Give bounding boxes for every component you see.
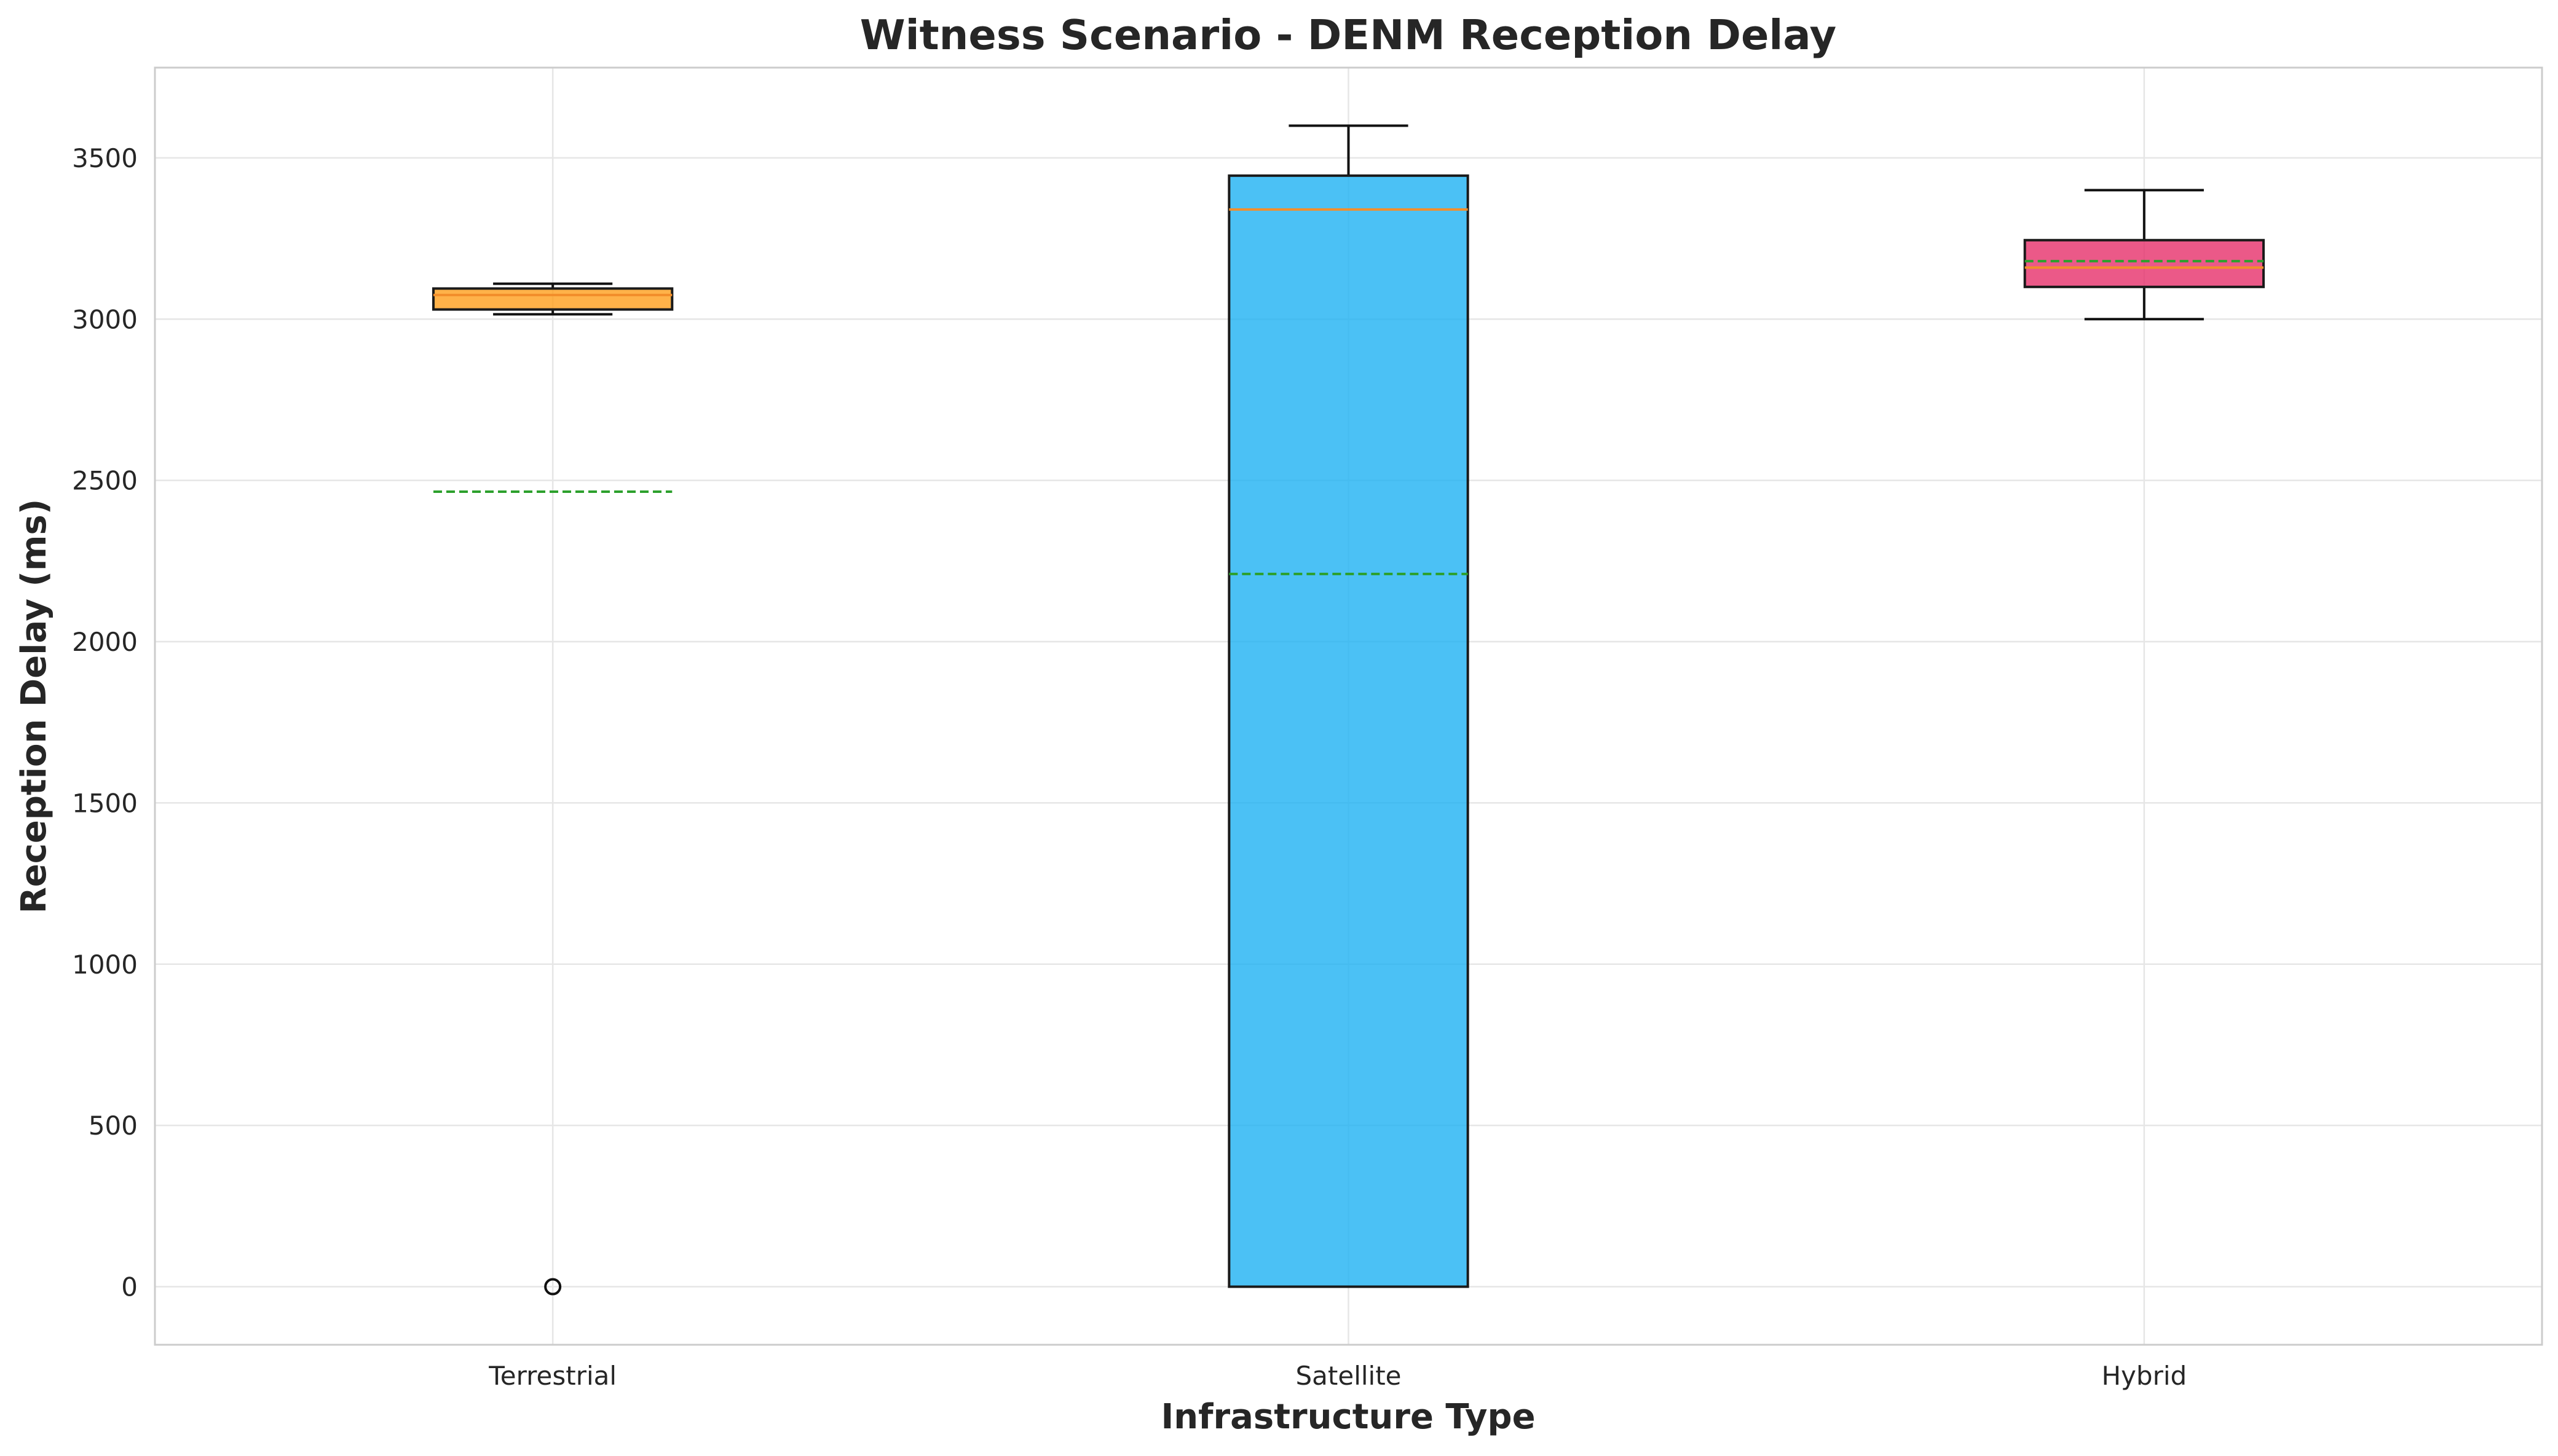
plot-frame <box>154 66 2543 1346</box>
box-body <box>2023 238 2265 288</box>
y-tick-label: 500 <box>89 1111 138 1141</box>
outlier-point <box>544 1278 562 1296</box>
y-tick-label: 2000 <box>72 627 138 657</box>
y-tick-label: 3000 <box>72 304 138 334</box>
x-tick-label: Terrestrial <box>488 1361 617 1391</box>
box-layer <box>432 124 2265 1296</box>
x-tick-label: Hybrid <box>2101 1361 2187 1391</box>
x-axis-label: Infrastructure Type <box>1161 1397 1535 1437</box>
box-body <box>1228 174 1469 1288</box>
tick-layer: 0 500 1000 1500 2000 2500 3000 3500 Terrestrial S… <box>72 143 2187 1391</box>
y-axis-label: Reception Delay (ms) <box>14 499 54 914</box>
y-tick-label: 2500 <box>72 466 138 496</box>
y-tick-label: 1000 <box>72 950 138 980</box>
x-tick-label: Satellite <box>1295 1361 1401 1391</box>
y-tick-label: 1500 <box>72 788 138 818</box>
chart-title: Witness Scenario - DENM Reception Delay <box>860 11 1836 59</box>
y-tick-label: 3500 <box>72 143 138 173</box>
box-body <box>432 287 674 311</box>
y-tick-label: 0 <box>121 1272 138 1302</box>
